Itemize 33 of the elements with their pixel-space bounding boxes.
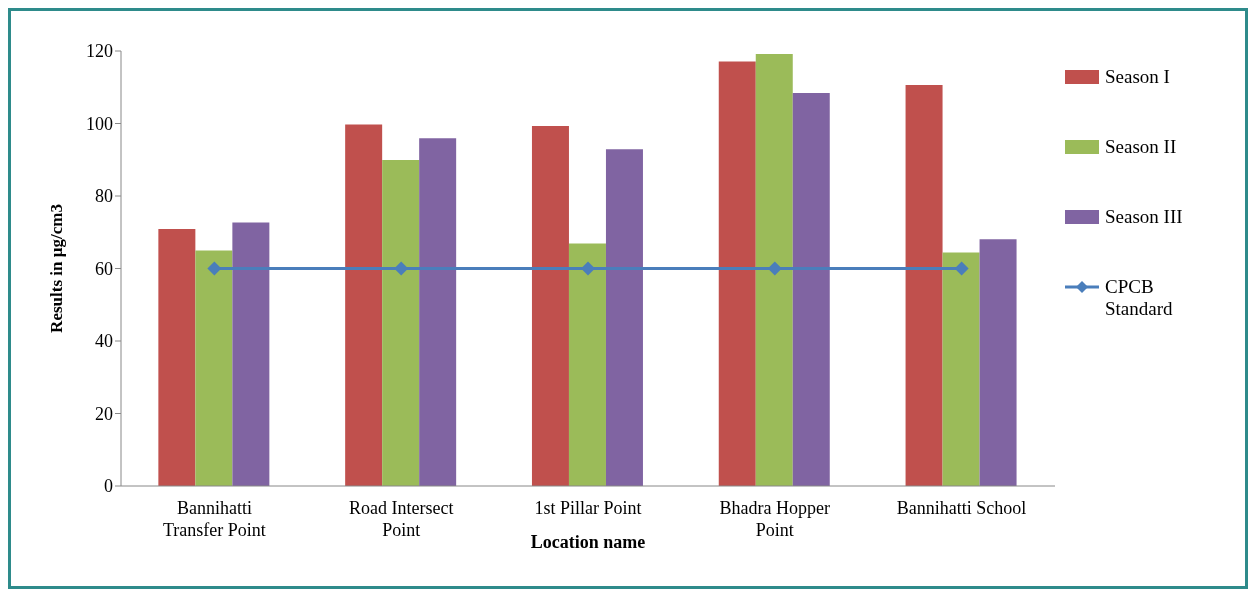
legend-label: Season II [1105, 136, 1178, 158]
bar [382, 160, 420, 486]
bar [905, 85, 943, 486]
bar [605, 149, 643, 486]
legend-label: CPCB Standard [1105, 276, 1174, 320]
x-tick-label: 1st Pillar Point [534, 498, 642, 518]
bar [568, 243, 606, 486]
x-tick-label: Road Intersect Point [348, 498, 454, 540]
bar [755, 53, 793, 486]
bar [158, 228, 196, 486]
bar [718, 61, 756, 486]
bar [942, 252, 980, 486]
y-tick-label: 0 [104, 476, 113, 497]
y-tick-label: 100 [86, 113, 113, 134]
x-tick-label: Bhadra Hopper Point [719, 498, 831, 540]
x-tick-label: Bannihatti School [896, 498, 1027, 518]
legend-label: Season III [1105, 206, 1184, 228]
y-axis-title: Results in µg/cm3 [47, 204, 67, 333]
bar [345, 124, 383, 486]
y-tick-label: 60 [95, 258, 113, 279]
x-axis-title: Location name [530, 532, 646, 552]
y-tick-label: 80 [95, 186, 113, 207]
bar [195, 250, 233, 486]
bar [531, 126, 569, 486]
y-tick-label: 120 [86, 41, 113, 62]
bar [419, 138, 457, 486]
legend-label: Season I [1105, 66, 1171, 88]
bar [979, 239, 1017, 486]
bar [792, 93, 830, 486]
y-tick-label: 40 [95, 331, 113, 352]
bar [232, 222, 270, 486]
x-tick-label: Bannihatti Transfer Point [162, 498, 266, 540]
y-tick-label: 20 [95, 403, 113, 424]
